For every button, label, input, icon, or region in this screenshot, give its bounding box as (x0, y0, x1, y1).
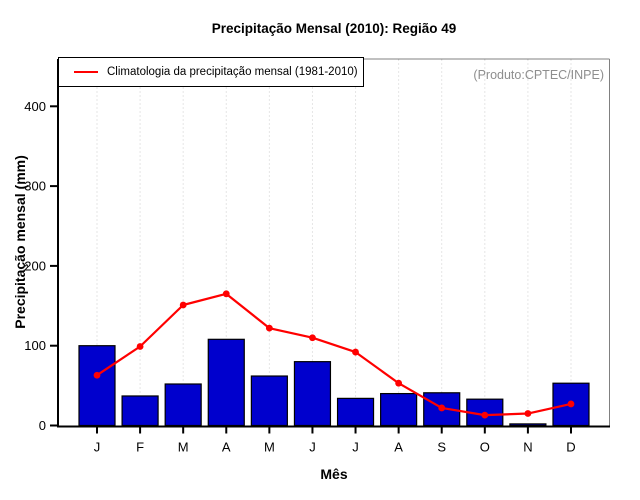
precip-bar (78, 345, 116, 427)
climatology-point (309, 334, 316, 342)
y-tick-label: 200 (24, 258, 46, 273)
x-tick-label: J (94, 440, 101, 455)
x-axis-title: Mês (320, 466, 348, 482)
legend-label: Climatologia da precipitação mensal (198… (107, 66, 358, 78)
climatology-point (438, 404, 446, 412)
precip-bar (336, 397, 375, 427)
climatology-point (265, 324, 273, 332)
x-tick-label: N (523, 440, 532, 455)
x-tick-label: D (566, 440, 575, 455)
climatology-point (179, 301, 187, 309)
climatology-point (524, 410, 532, 417)
precip-bar (207, 338, 245, 427)
precip-bar (250, 375, 288, 427)
precip-bar (121, 395, 159, 427)
x-tick-label: M (178, 440, 189, 455)
precip-bar (380, 392, 418, 427)
x-tick-label: A (394, 440, 403, 455)
x-tick-label: S (437, 440, 446, 455)
climatology-point (481, 411, 489, 419)
climatology-point (93, 371, 101, 379)
y-tick-label: 400 (24, 99, 46, 114)
x-tick-label: M (264, 440, 275, 455)
x-tick-label: O (480, 440, 490, 455)
y-tick-label: 300 (24, 179, 46, 194)
x-tick-label: F (136, 440, 144, 455)
climatology-point (567, 400, 575, 408)
climatology-point (222, 290, 230, 298)
precip-bar (509, 423, 547, 427)
climatology-point (395, 379, 403, 387)
y-tick-label: 100 (24, 338, 46, 353)
x-tick-label: J (309, 440, 316, 455)
legend: Climatologia da precipitação mensal (198… (58, 57, 364, 87)
climatology-line (95, 292, 573, 417)
climatology-point (136, 343, 144, 350)
chart-title: Precipitação Mensal (2010): Região 49 (211, 21, 457, 36)
watermark-text: (Produto:CPTEC/INPE) (473, 68, 604, 82)
x-tick-label: A (222, 440, 231, 455)
legend-line-swatch (74, 71, 98, 73)
precip-bar (293, 361, 332, 427)
climatology-point (352, 348, 359, 356)
precip-bar (164, 383, 202, 427)
x-tick-label: J (352, 440, 359, 455)
y-axis-title: Precipitação mensal (mm) (12, 155, 28, 329)
y-tick-label: 0 (39, 418, 46, 433)
